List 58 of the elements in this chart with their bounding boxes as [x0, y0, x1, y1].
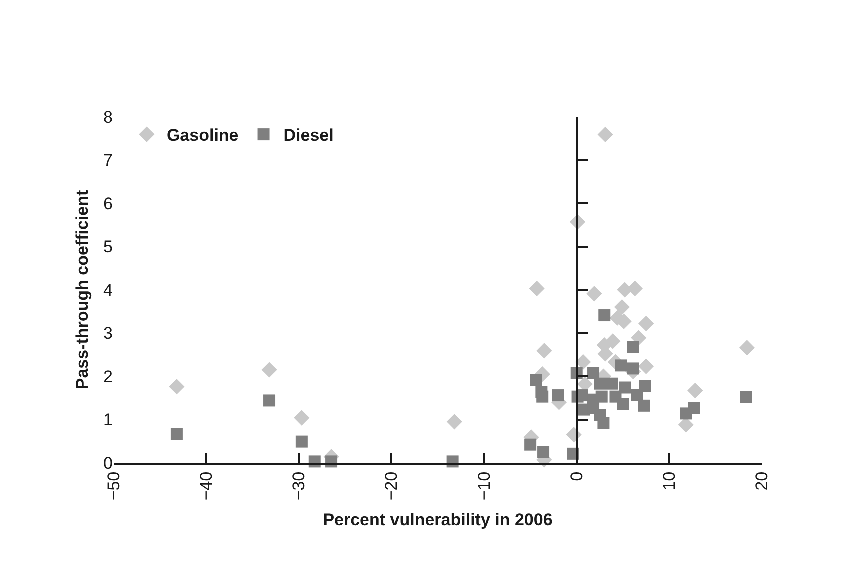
point — [614, 300, 630, 316]
point — [627, 341, 640, 354]
point — [638, 316, 654, 332]
legend-label: Gasoline — [166, 126, 239, 146]
point — [606, 378, 618, 390]
point — [739, 340, 755, 356]
point — [169, 379, 185, 395]
y-tick-label: 4 — [104, 280, 113, 300]
point — [688, 382, 704, 399]
y-tick-label: 2 — [104, 367, 113, 386]
y-tick-label: 0 — [104, 454, 113, 473]
point — [598, 310, 611, 322]
point — [576, 354, 592, 370]
point — [536, 390, 549, 403]
point — [529, 280, 545, 296]
point — [586, 286, 602, 302]
point — [598, 126, 614, 143]
point — [524, 438, 537, 451]
y-tick-label: 5 — [104, 238, 113, 257]
point — [615, 360, 628, 372]
point — [688, 402, 700, 414]
legend-label: Diesel — [284, 126, 334, 146]
point — [296, 436, 308, 448]
y-tick-label: 7 — [104, 151, 113, 170]
point — [594, 378, 606, 390]
point — [638, 400, 650, 412]
point — [536, 343, 552, 359]
point — [588, 367, 600, 380]
x-axis-title: Percent vulnerability in 2006 — [323, 510, 553, 530]
point — [639, 380, 652, 392]
point — [631, 389, 644, 402]
y-tick-label: 3 — [104, 324, 113, 344]
point — [740, 391, 752, 404]
point — [627, 362, 640, 375]
point — [262, 362, 278, 378]
point — [618, 382, 631, 394]
y-tick-label: 8 — [104, 108, 113, 127]
x-tick-label: −30 — [290, 472, 309, 501]
y-tick-label: 1 — [104, 410, 113, 430]
x-tick-label: 20 — [752, 472, 772, 491]
point — [264, 394, 276, 407]
x-tick-label: 10 — [660, 472, 679, 491]
point — [446, 414, 462, 430]
point — [538, 446, 550, 458]
point — [170, 428, 183, 440]
x-tick-label: −50 — [104, 472, 124, 501]
point — [638, 358, 654, 374]
point — [598, 417, 610, 430]
x-tick-label: −40 — [197, 472, 216, 501]
point — [596, 390, 608, 403]
point — [617, 398, 630, 410]
point — [294, 410, 310, 426]
y-axis-title: Pass-through coefficient — [73, 190, 92, 390]
x-tick-label: −10 — [474, 472, 494, 501]
y-tick-label: 6 — [104, 194, 113, 214]
point — [552, 390, 564, 402]
x-tick-label: 0 — [567, 472, 586, 482]
x-tick-label: −20 — [382, 472, 402, 501]
